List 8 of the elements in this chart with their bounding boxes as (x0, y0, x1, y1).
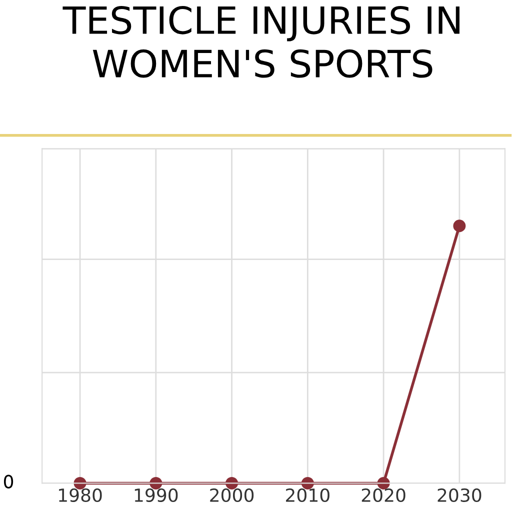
x-tick-label: 2010 (286, 488, 330, 502)
text: 0 (4, 474, 14, 488)
x-tick-label: 2020 (362, 488, 406, 502)
x-tick-label: 1980 (59, 488, 102, 502)
x-tick-label: 1990 (134, 488, 178, 502)
x-tick-label: 2000 (210, 488, 254, 502)
chart-title: TESTICLE INJURIES IN WOMEN'S SPORTS (62, 6, 460, 78)
x-tick-label: 2030 (438, 488, 482, 502)
